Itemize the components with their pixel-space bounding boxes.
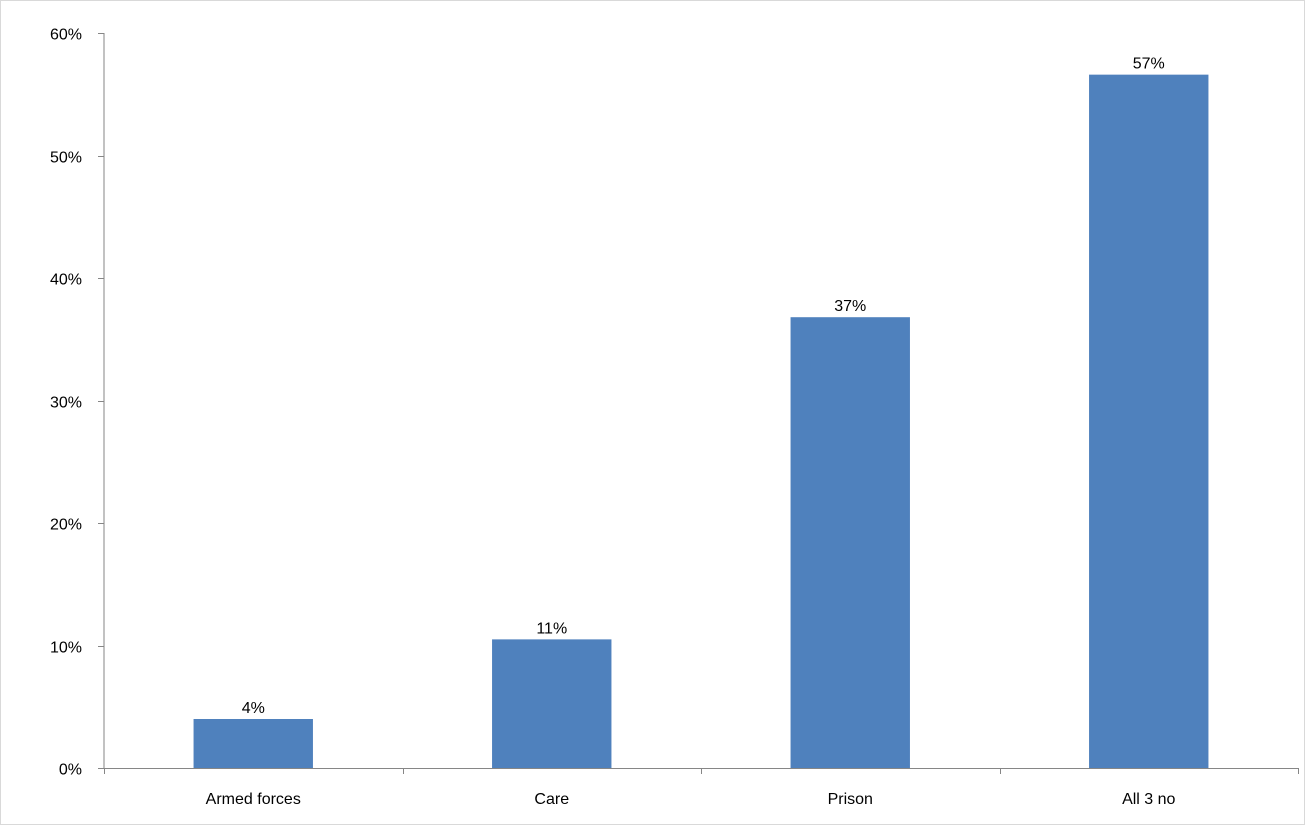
bar (790, 317, 910, 768)
data-label: 4% (242, 700, 265, 717)
y-tick-label: 20% (50, 517, 82, 534)
y-tick-label: 0% (59, 762, 82, 779)
y-tick-label: 40% (50, 272, 82, 289)
y-tick-label: 60% (50, 27, 82, 44)
data-labels: 4% 11% 37% 57% (242, 56, 1165, 717)
bars (193, 74, 1209, 768)
y-tick-label: 30% (50, 395, 82, 412)
x-tick-label: Prison (828, 791, 873, 808)
bar (193, 719, 313, 768)
bar (492, 639, 612, 768)
y-tick-label: 50% (50, 150, 82, 167)
x-axis: Armed forces Care Prison All 3 no (104, 768, 1299, 808)
data-label: 57% (1133, 56, 1165, 73)
data-label: 11% (536, 620, 567, 637)
data-label: 37% (834, 298, 866, 315)
y-tick-label: 10% (50, 640, 82, 657)
x-tick-label: Care (534, 791, 569, 808)
x-tick-label: All 3 no (1122, 791, 1175, 808)
x-tick-label: Armed forces (206, 791, 301, 808)
y-axis: 0% 10% 20% 30% 40% 50% 60% (50, 27, 105, 779)
bar (1089, 74, 1209, 768)
